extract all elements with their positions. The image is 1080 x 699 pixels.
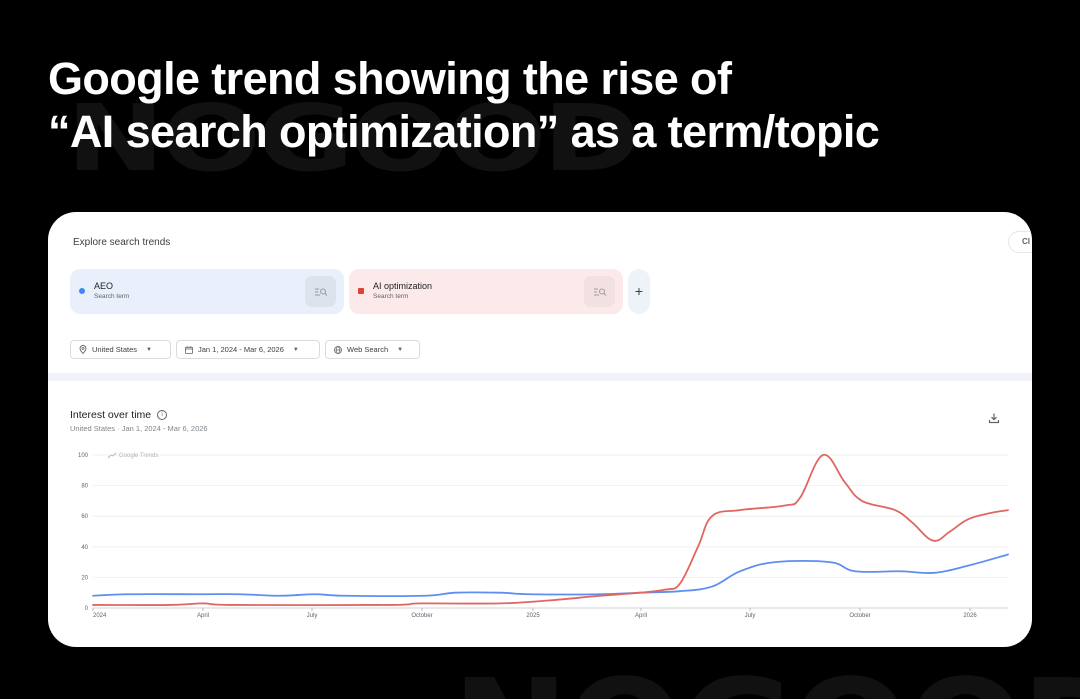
term-name: AEO (94, 281, 114, 291)
download-icon[interactable] (988, 412, 1000, 424)
x-tick-label: April (635, 613, 647, 619)
x-tick-label: July (745, 613, 756, 619)
y-tick-label: 40 (81, 545, 88, 551)
x-tick-label: April (197, 613, 209, 619)
series-line-ai-optimization (92, 454, 1009, 607)
info-icon[interactable]: i (157, 410, 168, 420)
x-tick-label: 2025 (526, 613, 540, 619)
interest-title-text: Interest over time (70, 409, 152, 421)
date-range-filter[interactable]: Jan 1, 2024 - Mar 6, 2026 ▼ (176, 340, 320, 359)
x-tick-label: July (307, 613, 318, 619)
headline-line-1: Google trend showing the rise of (48, 53, 732, 104)
interest-over-time-title: Interest over time i (70, 409, 168, 421)
google-trends-card: Explore search trends Cl AEO Search term… (48, 212, 1032, 647)
section-divider (48, 373, 1032, 381)
y-tick-label: 100 (78, 453, 89, 459)
add-term-button[interactable]: + (628, 269, 650, 314)
trend-line-icon (107, 452, 117, 459)
headline: Google trend showing the rise of “AI sea… (48, 52, 1048, 158)
caret-down-icon: ▼ (397, 346, 404, 353)
explore-title: Explore search trends (73, 237, 171, 248)
x-tick-label: October (411, 613, 432, 619)
search-type-value: Web Search (347, 345, 389, 354)
chart-gridlines (93, 454, 1008, 609)
red-square-marker-icon (358, 288, 364, 294)
location-value: United States (92, 345, 138, 354)
series-line-aeo (92, 553, 1009, 597)
x-tick-label: October (849, 613, 870, 619)
clear-button[interactable]: Cl (1008, 231, 1032, 253)
brand-watermark-top: NOGOOD (66, 84, 640, 192)
search-type-filter[interactable]: Web Search ▼ (325, 340, 420, 359)
pin-icon (79, 345, 87, 354)
y-axis-ticks: 0 20 40 60 80 100 (78, 453, 89, 612)
interest-line-chart[interactable]: 0 20 40 60 80 100 2024 April July October 2025 Apr… (48, 212, 1032, 647)
term-chip-ai-optimization[interactable]: AI optimization Search term (349, 269, 623, 314)
y-tick-label: 20 (81, 575, 88, 581)
calendar-icon (185, 345, 193, 354)
term-name: AI optimization (373, 281, 433, 291)
brand-watermark-bottom: NOGOOD (452, 662, 1080, 699)
caret-down-icon: ▼ (146, 346, 152, 353)
x-tick-label: 2026 (963, 613, 977, 619)
date-range-value: Jan 1, 2024 - Mar 6, 2026 (198, 345, 284, 354)
term-chip-aeo[interactable]: AEO Search term (70, 269, 344, 314)
y-tick-label: 0 (85, 606, 89, 612)
location-filter[interactable]: United States ▼ (70, 340, 171, 359)
google-trends-watermark: Google Trends (107, 452, 158, 459)
globe-icon (334, 345, 342, 354)
term-type: Search term (373, 293, 409, 300)
y-tick-label: 60 (81, 514, 88, 520)
caret-down-icon: ▼ (292, 346, 299, 353)
svg-text:Google Trends: Google Trends (119, 453, 158, 459)
search-list-icon[interactable] (305, 276, 336, 307)
y-tick-label: 80 (81, 484, 88, 490)
x-axis-ticks: 2024 April July October 2025 April July October… (92, 608, 977, 619)
search-list-icon[interactable] (584, 276, 615, 307)
term-type: Search term (94, 293, 130, 300)
x-tick-label: 2024 (93, 613, 107, 619)
interest-subtitle: United States · Jan 1, 2024 - Mar 6, 202… (70, 424, 208, 433)
blue-circle-marker-icon (79, 288, 85, 294)
headline-line-2: “AI search optimization” as a term/topic (48, 106, 880, 157)
